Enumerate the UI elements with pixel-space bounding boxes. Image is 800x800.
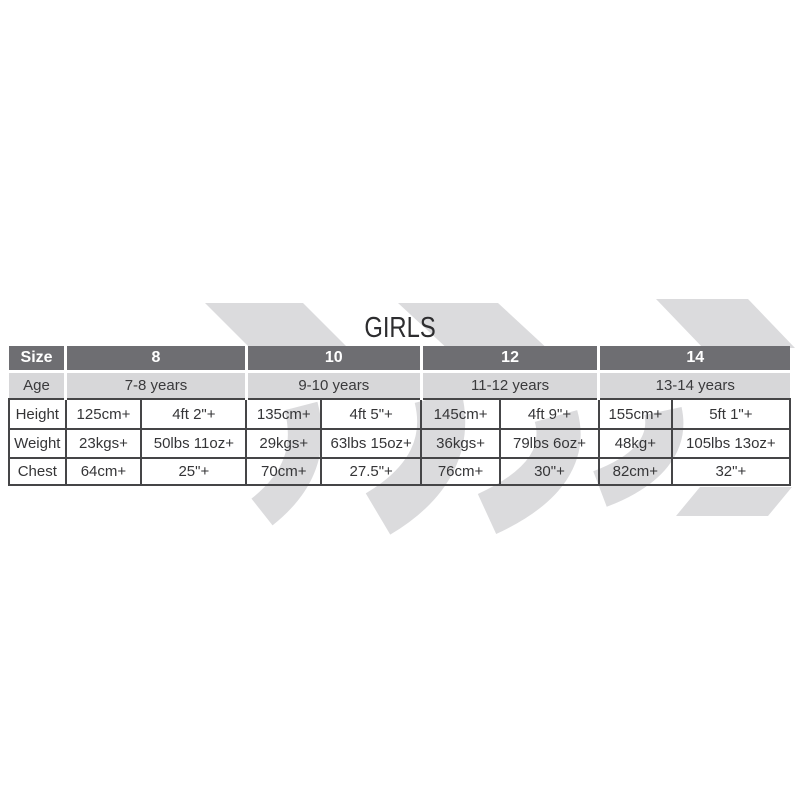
size-col-header-8: 8 — [64, 346, 247, 372]
chest-in-value-size-12: 30"+ — [498, 457, 600, 486]
height-ft-value-size-10: 4ft 5"+ — [320, 398, 423, 430]
table-row-weight: Weight 23kgs+ 50lbs 11oz+ 29kgs+ 63lbs 1… — [8, 428, 792, 459]
weight-kg-value-size-8: 23kgs+ — [64, 428, 143, 459]
age-value-size-8: 7-8 years — [64, 370, 247, 400]
size-col-header-10: 10 — [244, 346, 422, 372]
size-col-header-12: 12 — [419, 346, 599, 372]
table-row-height: Height 125cm+ 4ft 2"+ 135cm+ 4ft 5"+ 145… — [8, 398, 792, 430]
row-label-size: Size — [9, 346, 66, 372]
weight-lb-value-size-10: 63lbs 15oz+ — [320, 428, 423, 459]
chest-cm-value-size-12: 76cm+ — [420, 457, 501, 486]
row-label-age: Age — [9, 370, 66, 400]
chest-cm-value-size-8: 64cm+ — [64, 457, 143, 486]
table-row-chest: Chest 64cm+ 25"+ 70cm+ 27.5"+ 76cm+ 30"+… — [8, 457, 792, 486]
age-value-size-14: 13-14 years — [597, 370, 790, 400]
weight-lb-value-size-8: 50lbs 11oz+ — [140, 428, 248, 459]
chest-in-value-size-14: 32"+ — [670, 457, 792, 486]
weight-kg-value-size-14: 48kg+ — [597, 428, 673, 459]
table-row-age: Age 7-8 years 9-10 years 11-12 years 13-… — [9, 370, 790, 400]
weight-lb-value-size-12: 79lbs 6oz+ — [498, 428, 600, 459]
weight-kg-value-size-12: 36kgs+ — [420, 428, 501, 459]
height-cm-value-size-14: 155cm+ — [597, 398, 673, 430]
table-row-size: Size 8 10 12 14 — [9, 346, 790, 372]
height-ft-value-size-8: 4ft 2"+ — [140, 398, 248, 430]
row-label-height: Height — [8, 398, 67, 430]
height-cm-value-size-12: 145cm+ — [420, 398, 501, 430]
age-value-size-10: 9-10 years — [244, 370, 422, 400]
row-label-weight: Weight — [8, 428, 67, 459]
page-title: GIRLS — [364, 312, 436, 344]
size-col-header-14: 14 — [597, 346, 790, 372]
height-ft-value-size-14: 5ft 1"+ — [670, 398, 792, 430]
weight-lb-value-size-14: 105lbs 13oz+ — [670, 428, 792, 459]
chest-in-value-size-10: 27.5"+ — [320, 457, 423, 486]
chest-cm-value-size-10: 70cm+ — [245, 457, 323, 486]
girls-size-table: Size 8 10 12 14 Age 7-8 years 9-10 years… — [8, 346, 792, 486]
height-cm-value-size-8: 125cm+ — [64, 398, 143, 430]
chest-in-value-size-8: 25"+ — [140, 457, 248, 486]
weight-kg-value-size-10: 29kgs+ — [245, 428, 323, 459]
height-cm-value-size-10: 135cm+ — [245, 398, 323, 430]
height-ft-value-size-12: 4ft 9"+ — [498, 398, 600, 430]
chest-cm-value-size-14: 82cm+ — [597, 457, 673, 486]
row-label-chest: Chest — [8, 457, 67, 486]
age-value-size-12: 11-12 years — [419, 370, 599, 400]
